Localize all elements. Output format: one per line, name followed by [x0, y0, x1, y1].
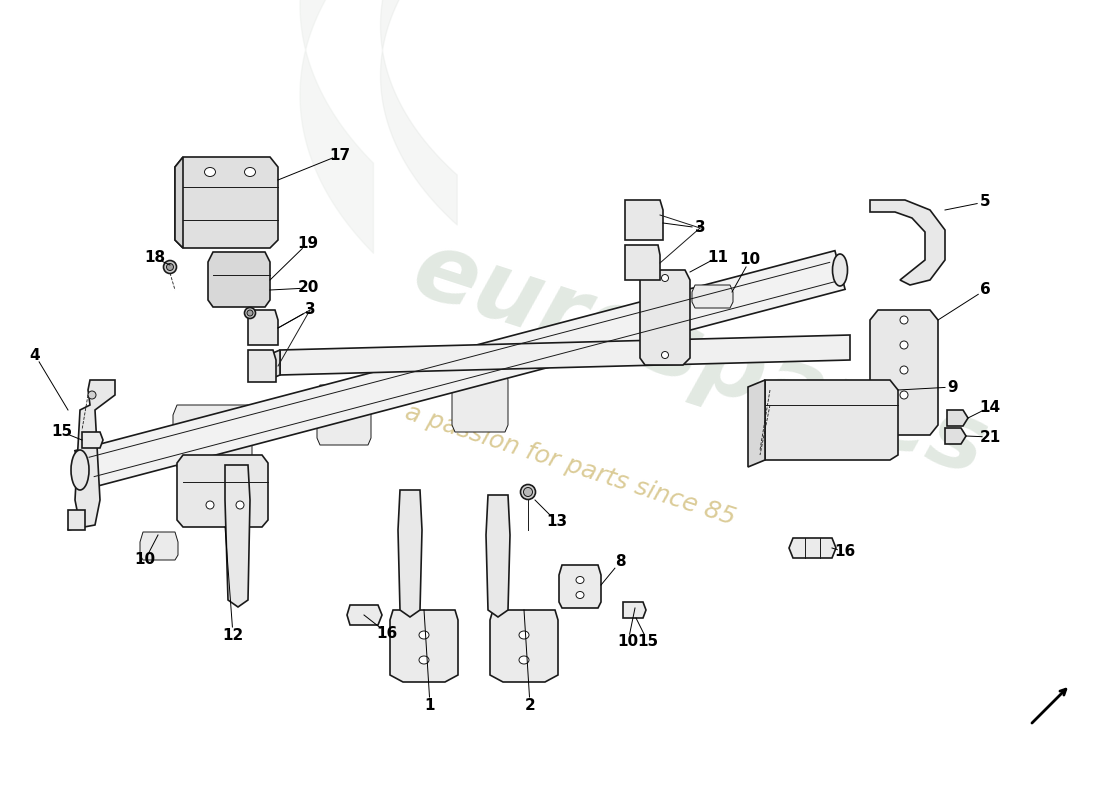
- Text: 10: 10: [739, 253, 760, 267]
- Polygon shape: [452, 370, 508, 432]
- Polygon shape: [68, 510, 85, 530]
- Ellipse shape: [244, 167, 255, 177]
- Text: 13: 13: [547, 514, 568, 530]
- Ellipse shape: [88, 391, 96, 399]
- Polygon shape: [398, 490, 422, 617]
- Polygon shape: [764, 380, 898, 460]
- Text: 16: 16: [835, 545, 856, 559]
- Ellipse shape: [419, 656, 429, 664]
- Polygon shape: [947, 410, 968, 426]
- Polygon shape: [317, 385, 371, 445]
- Ellipse shape: [244, 307, 255, 318]
- Polygon shape: [268, 350, 280, 380]
- Text: 21: 21: [979, 430, 1001, 445]
- Polygon shape: [625, 245, 660, 280]
- Text: 19: 19: [297, 235, 319, 250]
- Polygon shape: [140, 532, 178, 560]
- Polygon shape: [623, 602, 646, 618]
- Text: 9: 9: [948, 379, 958, 394]
- Polygon shape: [490, 610, 558, 682]
- Ellipse shape: [248, 310, 253, 316]
- Text: 5: 5: [980, 194, 990, 210]
- Ellipse shape: [206, 501, 214, 509]
- Text: 20: 20: [297, 281, 319, 295]
- Polygon shape: [390, 610, 458, 682]
- Ellipse shape: [166, 263, 174, 270]
- Ellipse shape: [900, 341, 908, 349]
- Polygon shape: [248, 350, 276, 382]
- Text: 18: 18: [144, 250, 166, 266]
- Text: 10: 10: [134, 553, 155, 567]
- Text: 14: 14: [979, 399, 1001, 414]
- Ellipse shape: [236, 501, 244, 509]
- Text: 8: 8: [615, 554, 625, 570]
- Ellipse shape: [900, 391, 908, 399]
- Text: 11: 11: [707, 250, 728, 265]
- Polygon shape: [75, 250, 845, 490]
- Text: 12: 12: [222, 627, 243, 642]
- Text: 4: 4: [30, 347, 41, 362]
- Text: 16: 16: [376, 626, 397, 641]
- Polygon shape: [625, 200, 663, 240]
- Ellipse shape: [205, 167, 216, 177]
- Ellipse shape: [524, 487, 532, 497]
- Ellipse shape: [576, 591, 584, 598]
- Polygon shape: [748, 380, 764, 467]
- Polygon shape: [173, 405, 252, 467]
- Polygon shape: [248, 310, 278, 345]
- Ellipse shape: [72, 450, 89, 490]
- Polygon shape: [175, 157, 278, 248]
- Polygon shape: [280, 335, 850, 375]
- Text: 3: 3: [305, 302, 316, 318]
- Ellipse shape: [661, 274, 669, 282]
- Ellipse shape: [519, 656, 529, 664]
- Polygon shape: [68, 380, 116, 530]
- Polygon shape: [82, 432, 103, 448]
- Polygon shape: [226, 465, 250, 607]
- Polygon shape: [692, 285, 733, 308]
- Ellipse shape: [520, 485, 536, 499]
- Ellipse shape: [900, 316, 908, 324]
- Polygon shape: [789, 538, 836, 558]
- Ellipse shape: [519, 631, 529, 639]
- Polygon shape: [559, 565, 601, 608]
- Text: 2: 2: [525, 698, 536, 713]
- Polygon shape: [175, 157, 183, 248]
- Ellipse shape: [419, 631, 429, 639]
- Text: 10: 10: [617, 634, 639, 650]
- Ellipse shape: [900, 366, 908, 374]
- Polygon shape: [640, 270, 690, 365]
- Text: eurospares: eurospares: [402, 224, 999, 496]
- Text: 6: 6: [980, 282, 990, 298]
- Text: a passion for parts since 85: a passion for parts since 85: [402, 400, 738, 530]
- Ellipse shape: [164, 261, 176, 274]
- Polygon shape: [346, 605, 382, 625]
- Polygon shape: [870, 310, 938, 435]
- Polygon shape: [177, 455, 268, 527]
- Text: 3: 3: [695, 221, 705, 235]
- Text: 17: 17: [329, 147, 351, 162]
- Polygon shape: [208, 252, 270, 307]
- Polygon shape: [945, 428, 966, 444]
- Text: 1: 1: [425, 698, 436, 713]
- Ellipse shape: [833, 254, 847, 286]
- Ellipse shape: [661, 351, 669, 358]
- Polygon shape: [870, 200, 945, 285]
- Ellipse shape: [576, 577, 584, 583]
- Polygon shape: [486, 495, 510, 617]
- Text: 15: 15: [52, 425, 73, 439]
- Text: 15: 15: [637, 634, 659, 650]
